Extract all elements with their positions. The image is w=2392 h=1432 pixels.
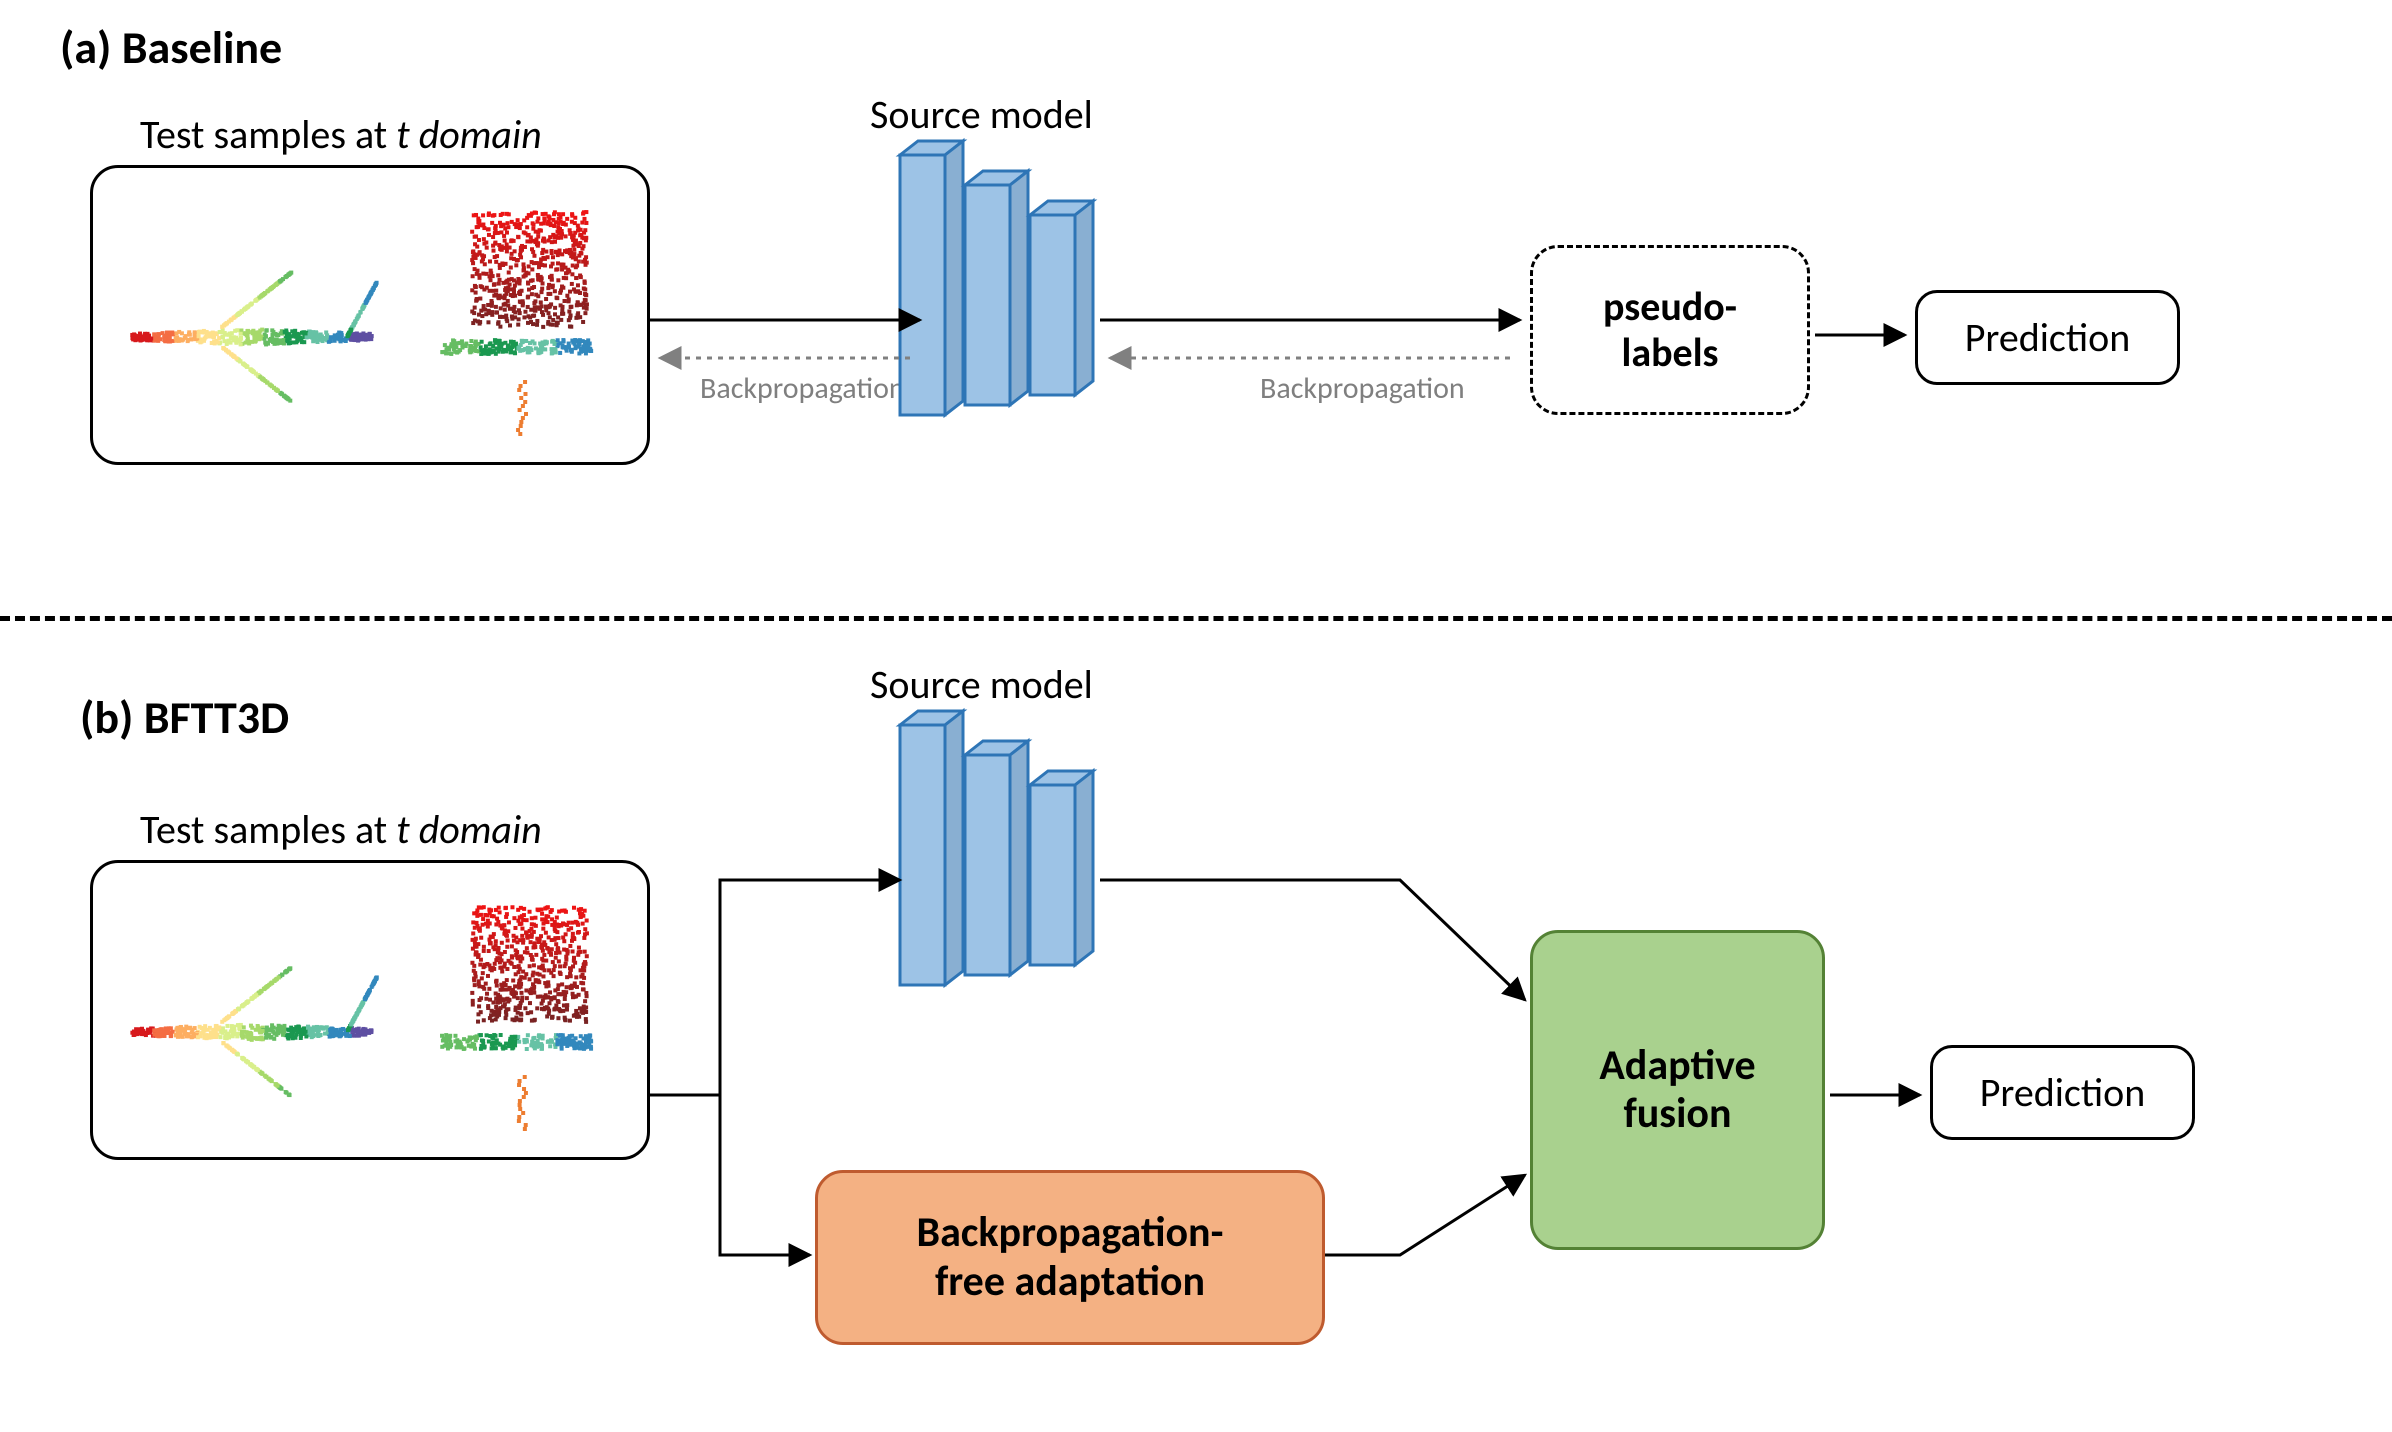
test-label-b-prefix: Test samples at: [140, 805, 396, 854]
adaptive-fusion-box: Adaptive fusion: [1530, 930, 1825, 1250]
pseudo-labels-box: pseudo- labels: [1530, 245, 1810, 415]
backprop-label-2: Backpropagation: [1260, 370, 1465, 407]
test-label-a-italic: t domain: [396, 110, 542, 159]
arrow-b-bpfree-to-fusion: [1325, 1175, 1525, 1255]
bpfree-box: Backpropagation- free adaptation: [815, 1170, 1325, 1345]
source-model-label-a: Source model: [870, 90, 1093, 139]
section-divider: [0, 616, 2392, 621]
arrow-b-elbow-up: [650, 880, 900, 1095]
arrow-b-model-to-fusion: [1100, 880, 1525, 1000]
test-label-a: Test samples at t domain: [140, 110, 542, 159]
backprop-label-1: Backpropagation: [700, 370, 905, 407]
test-label-b: Test samples at t domain: [140, 805, 542, 854]
pointcloud-b: [110, 880, 630, 1140]
source-model-label-b: Source model: [870, 660, 1093, 709]
test-label-a-prefix: Test samples at: [140, 110, 396, 159]
prediction-box-a: Prediction: [1915, 290, 2180, 385]
source-model-slabs-b: [900, 711, 1093, 985]
test-label-b-italic: t domain: [396, 805, 542, 854]
arrow-b-elbow-down: [650, 1095, 810, 1255]
test-box-a: [90, 165, 650, 465]
source-model-slabs-a: [900, 141, 1093, 415]
section-a-title: (a) Baseline: [60, 20, 282, 76]
prediction-box-b: Prediction: [1930, 1045, 2195, 1140]
section-b-title: (b) BFTT3D: [80, 690, 289, 746]
pointcloud-a: [110, 185, 630, 445]
test-box-b: [90, 860, 650, 1160]
